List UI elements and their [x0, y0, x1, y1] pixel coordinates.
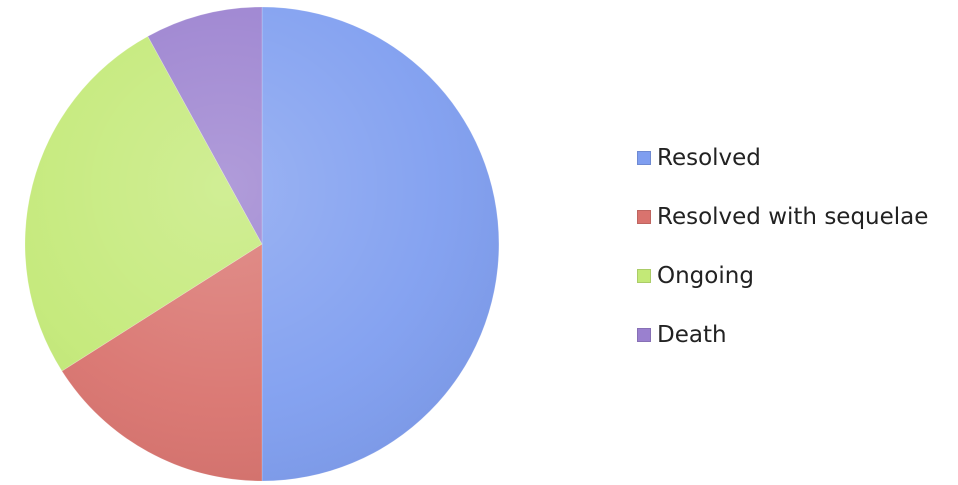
- legend-label-resolved-with-sequelae: Resolved with sequelae: [657, 203, 929, 230]
- legend: Resolved Resolved with sequelae Ongoing …: [637, 140, 928, 376]
- legend-item-death: Death: [637, 317, 928, 352]
- pie-slices: [24, 6, 500, 482]
- pie-slice-resolved: [261, 6, 500, 482]
- legend-label-death: Death: [657, 321, 727, 348]
- legend-item-resolved: Resolved: [637, 140, 928, 175]
- legend-swatch-ongoing: [637, 268, 651, 283]
- legend-swatch-death: [637, 327, 651, 342]
- legend-item-ongoing: Ongoing: [637, 258, 928, 293]
- legend-item-resolved-with-sequelae: Resolved with sequelae: [637, 199, 928, 234]
- legend-swatch-resolved: [637, 150, 651, 165]
- legend-label-ongoing: Ongoing: [657, 262, 754, 289]
- legend-label-resolved: Resolved: [657, 144, 761, 171]
- legend-swatch-resolved-with-sequelae: [637, 209, 651, 224]
